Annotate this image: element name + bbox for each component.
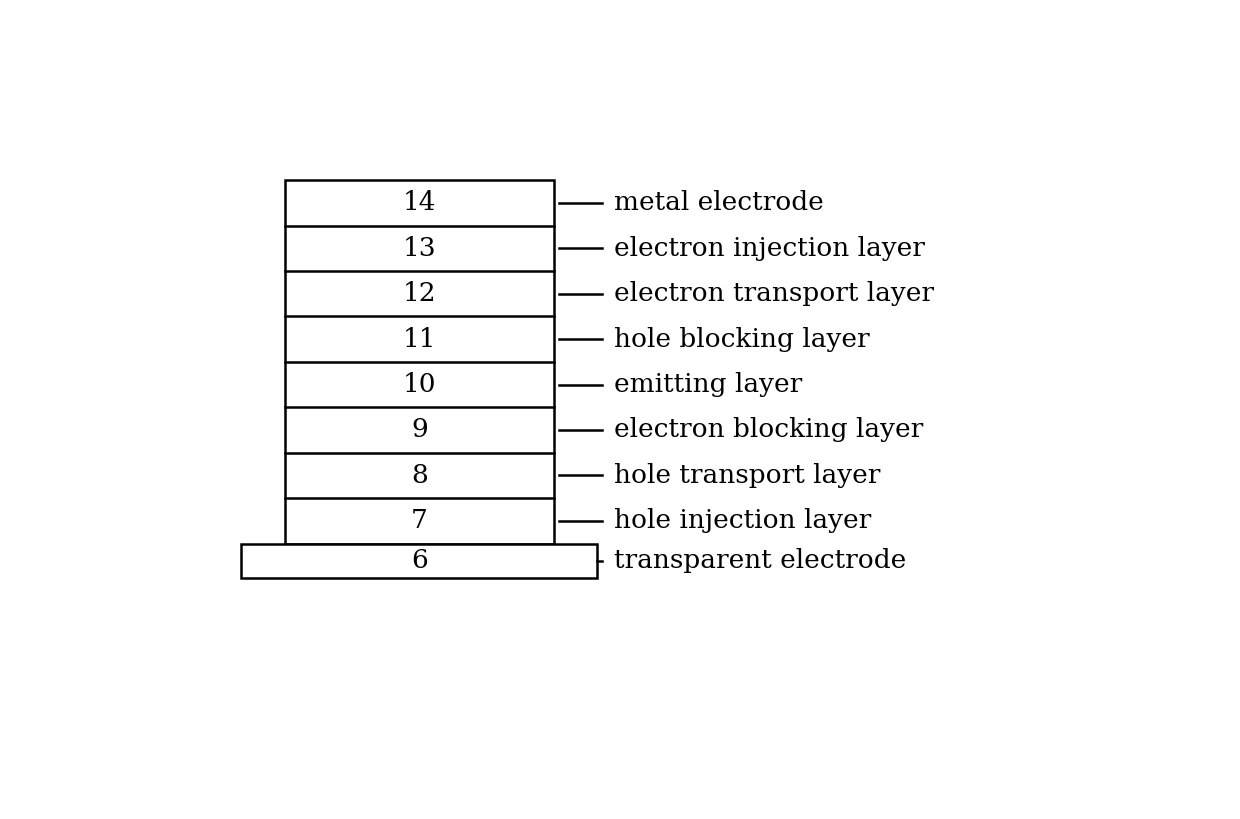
Text: hole blocking layer: hole blocking layer <box>614 327 870 351</box>
Bar <box>285 180 554 544</box>
Text: 11: 11 <box>403 327 436 351</box>
Text: hole transport layer: hole transport layer <box>614 463 880 488</box>
Text: 14: 14 <box>403 191 436 215</box>
Bar <box>242 544 596 578</box>
Text: transparent electrode: transparent electrode <box>614 549 906 573</box>
Text: 12: 12 <box>403 281 436 306</box>
Text: emitting layer: emitting layer <box>614 372 802 397</box>
Text: electron transport layer: electron transport layer <box>614 281 935 306</box>
Text: 8: 8 <box>410 463 428 488</box>
Text: electron blocking layer: electron blocking layer <box>614 418 924 442</box>
Text: 9: 9 <box>410 418 428 442</box>
Text: metal electrode: metal electrode <box>614 191 825 215</box>
Text: 6: 6 <box>410 549 428 573</box>
Text: 10: 10 <box>403 372 436 397</box>
Text: 7: 7 <box>410 509 428 533</box>
Text: hole injection layer: hole injection layer <box>614 509 872 533</box>
Text: electron injection layer: electron injection layer <box>614 236 925 261</box>
Text: 13: 13 <box>403 236 436 261</box>
